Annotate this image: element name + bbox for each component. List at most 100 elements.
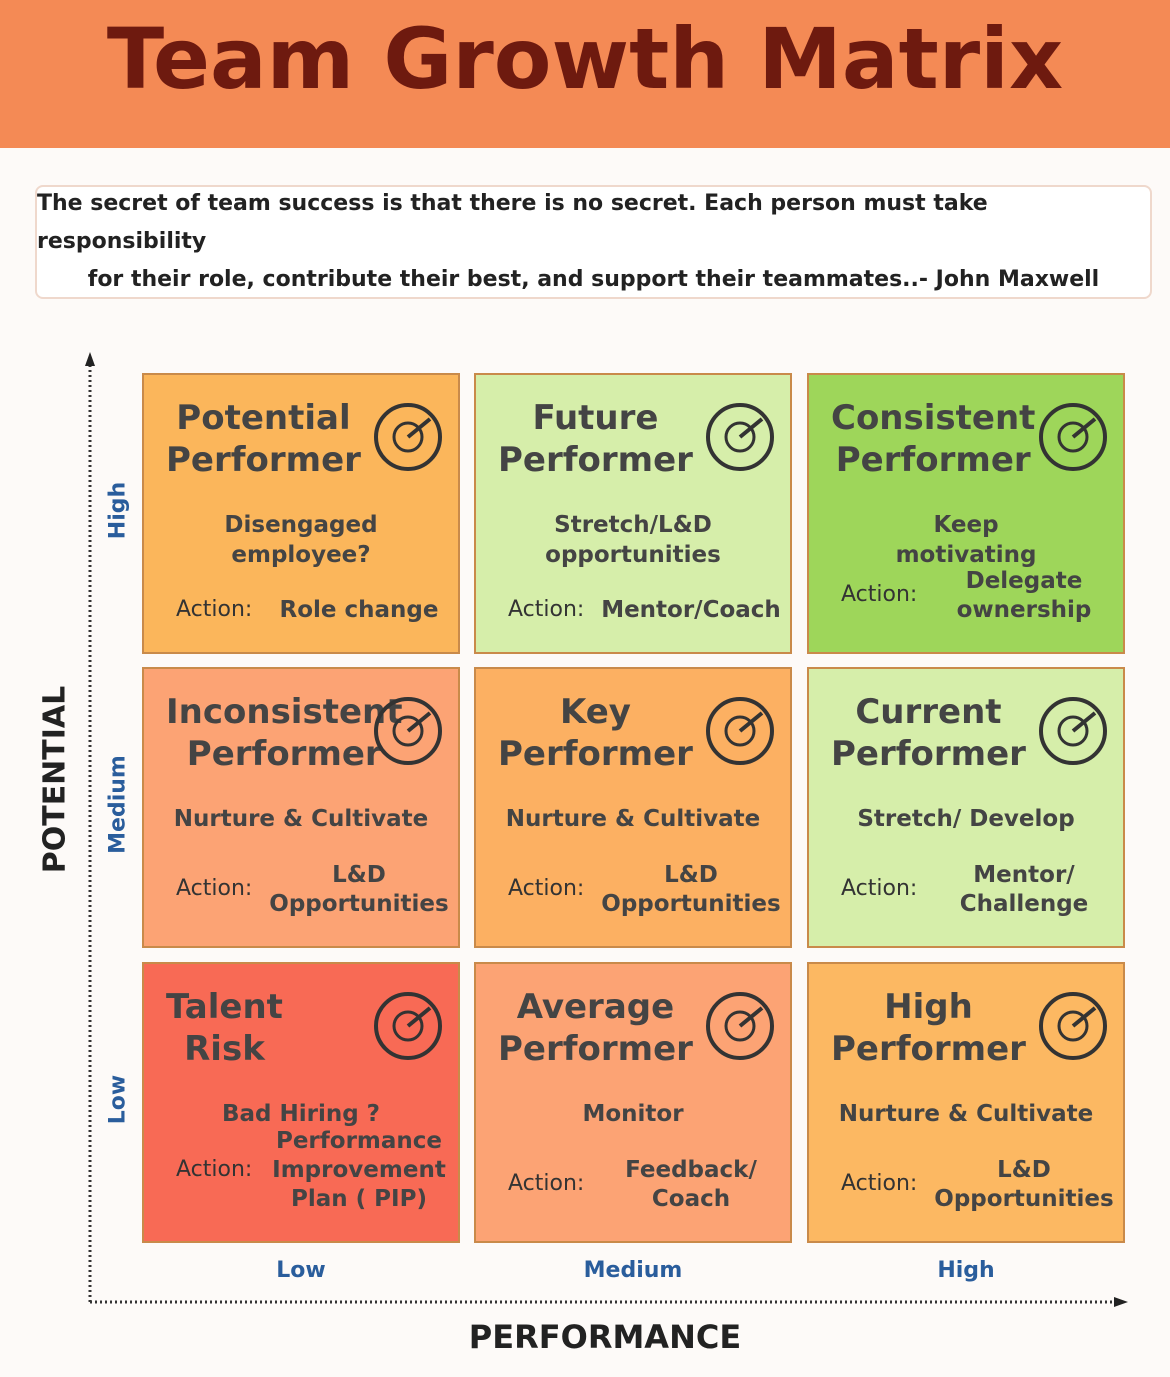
description-line: Stretch/L&D bbox=[554, 512, 712, 538]
description-line: Nurture & Cultivate bbox=[173, 806, 429, 832]
cell-description: Stretch/L&D opportunities bbox=[476, 510, 790, 570]
action-value: Delegate ownership bbox=[929, 567, 1119, 625]
description-line: Stretch/ Develop bbox=[857, 806, 1075, 832]
cell-icon bbox=[374, 697, 442, 765]
action-label: Action: bbox=[176, 596, 253, 622]
title-line: High bbox=[884, 987, 973, 1027]
title-line: Performer bbox=[498, 1029, 693, 1069]
action-value: Role change bbox=[264, 596, 454, 625]
action-line: L&D bbox=[664, 862, 718, 888]
action-value: Mentor/Challenge bbox=[929, 861, 1119, 919]
title-line: Potential bbox=[176, 398, 351, 438]
action-value: Mentor/Coach bbox=[596, 596, 786, 625]
cell-title: Talent Risk bbox=[166, 986, 283, 1070]
action-label: Action: bbox=[508, 876, 585, 901]
action-label: Action: bbox=[176, 1156, 253, 1182]
y-level: High bbox=[105, 481, 131, 540]
y-level: Low bbox=[105, 1074, 131, 1125]
action-line: Feedback/ bbox=[625, 1157, 757, 1183]
quote-line: The secret of team success is that there… bbox=[37, 191, 988, 254]
title-line: Inconsistent bbox=[166, 692, 403, 732]
title-line: Performer bbox=[831, 1029, 1026, 1069]
action-line: Opportunities bbox=[269, 891, 449, 917]
title-line: Performer bbox=[166, 440, 361, 480]
matrix-cell: Talent Risk Bad Hiring ? Action: Performance… bbox=[142, 962, 460, 1243]
action-label: Action: bbox=[508, 596, 585, 622]
description-line: Nurture & Cultivate bbox=[838, 1101, 1094, 1127]
cell-description: Bad Hiring ? bbox=[144, 1099, 458, 1129]
cell-description: Monitor bbox=[476, 1099, 790, 1129]
cell-title: High Performer bbox=[831, 986, 1026, 1070]
matrix-cell: High Performer Nurture & Cultivate Action: L… bbox=[807, 962, 1125, 1243]
title-line: Performer bbox=[831, 734, 1026, 774]
cell-icon bbox=[1039, 992, 1107, 1060]
y-level: Medium bbox=[105, 755, 131, 854]
action-line: L&D bbox=[997, 1157, 1051, 1183]
action-value: L&D Opportunities bbox=[929, 1156, 1119, 1214]
cell-icon bbox=[374, 403, 442, 471]
description-line: Nurture & Cultivate bbox=[505, 806, 761, 832]
cell-icon bbox=[706, 403, 774, 471]
cell-description: Nurture & Cultivate bbox=[476, 804, 790, 834]
x-level: High bbox=[937, 1258, 995, 1283]
action-value: L&D Opportunities bbox=[264, 861, 454, 919]
action-line: L&D bbox=[332, 862, 386, 888]
action-line: Mentor/ bbox=[973, 862, 1075, 888]
action-value: Performance Improvement Plan ( PIP) bbox=[264, 1127, 454, 1214]
cell-icon bbox=[1039, 697, 1107, 765]
description-line: Disengaged bbox=[224, 512, 378, 538]
cell-description: Keep motivating bbox=[809, 510, 1123, 570]
action-line: Plan ( PIP) bbox=[291, 1186, 427, 1212]
description-line: Bad Hiring ? bbox=[221, 1101, 381, 1127]
action-value: Feedback/Coach bbox=[596, 1156, 786, 1214]
action-line: Opportunities bbox=[934, 1186, 1114, 1212]
title-line: Risk bbox=[184, 1029, 265, 1069]
matrix-cell: Average Performer Monitor Action: Feedback/C… bbox=[474, 962, 792, 1243]
matrix-cell: Current Performer Stretch/ Develop Action: M… bbox=[807, 667, 1125, 948]
title-line: Performer bbox=[498, 440, 693, 480]
x-arrow bbox=[1114, 1297, 1128, 1307]
title-line: Performer bbox=[186, 734, 382, 774]
action-label: Action: bbox=[508, 1171, 585, 1196]
cell-description: Nurture & Cultivate bbox=[144, 804, 458, 834]
cell-description: Nurture & Cultivate bbox=[809, 1099, 1123, 1129]
cell-title: Average Performer bbox=[498, 986, 693, 1070]
cell-title: Key Performer bbox=[498, 691, 693, 775]
action-label: Action: bbox=[841, 876, 918, 901]
title-line: Performer bbox=[835, 440, 1031, 480]
matrix-cell: Potential Performer Disengaged employee? Act… bbox=[142, 373, 460, 654]
description-line: Keep bbox=[933, 512, 999, 538]
action-value: L&D Opportunities bbox=[596, 861, 786, 919]
y-arrow bbox=[85, 352, 95, 366]
description-line: motivating bbox=[895, 542, 1037, 568]
x-axis-label: PERFORMANCE bbox=[468, 1318, 742, 1356]
action-line: Challenge bbox=[959, 891, 1089, 917]
title-line: Future bbox=[532, 398, 659, 438]
cell-icon bbox=[706, 992, 774, 1060]
title-line: Average bbox=[516, 987, 675, 1027]
quote-line: for their role, contribute their best, a… bbox=[87, 267, 1100, 292]
cell-description: Stretch/ Develop bbox=[809, 804, 1123, 834]
title-line: Performer bbox=[498, 734, 693, 774]
cell-title: Inconsistent Performer bbox=[166, 691, 402, 775]
x-level: Low bbox=[276, 1258, 326, 1283]
title-line: Current bbox=[855, 692, 1002, 732]
action-label: Action: bbox=[841, 582, 918, 607]
description-line: opportunities bbox=[545, 542, 721, 568]
cell-title: Potential Performer bbox=[166, 397, 361, 481]
cell-icon bbox=[1039, 403, 1107, 471]
matrix-cell: Key Performer Nurture & Cultivate Action: L&… bbox=[474, 667, 792, 948]
cell-title: Future Performer bbox=[498, 397, 693, 481]
cell-title: Consistent Performer bbox=[831, 397, 1035, 481]
action-label: Action: bbox=[176, 876, 253, 901]
action-label: Action: bbox=[841, 1171, 918, 1196]
action-line: Performance bbox=[275, 1128, 443, 1154]
action-line: Role change bbox=[279, 597, 439, 623]
action-line: Improvement bbox=[272, 1157, 446, 1183]
y-axis-label: POTENTIAL bbox=[37, 685, 73, 874]
quote-box: The secret of team success is that there… bbox=[35, 185, 1152, 299]
title-line: Talent bbox=[166, 987, 283, 1027]
description-line: Monitor bbox=[582, 1101, 684, 1127]
action-line: Opportunities bbox=[601, 891, 781, 917]
